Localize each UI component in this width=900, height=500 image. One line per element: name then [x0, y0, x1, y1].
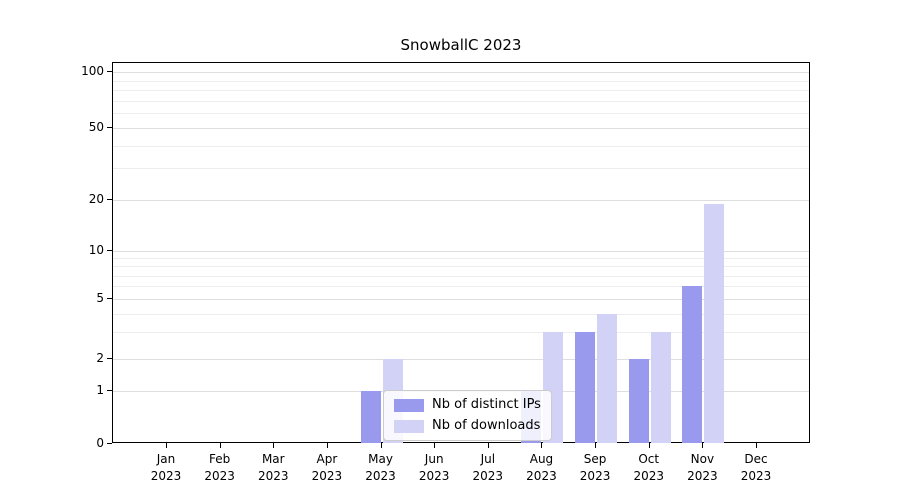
x-tick-mark — [648, 443, 650, 448]
chart-title: SnowballC 2023 — [400, 36, 522, 54]
gridline — [113, 359, 809, 360]
plot-area — [112, 62, 810, 443]
x-tick-mark — [702, 443, 704, 448]
gridline — [113, 332, 809, 334]
y-tick-mark — [107, 298, 112, 299]
gridline — [113, 258, 809, 260]
x-tick-mark — [595, 443, 597, 448]
legend-label-downloads: Nb of downloads — [432, 418, 541, 433]
y-tick-label: 2 — [96, 351, 104, 365]
gridline — [113, 313, 809, 315]
bar-downloads-nov — [704, 203, 725, 443]
gridline — [113, 80, 809, 82]
y-tick-mark — [107, 390, 112, 391]
x-tick-label: Jan 2023 — [150, 452, 182, 483]
gridline — [113, 168, 809, 170]
gridline — [113, 286, 809, 288]
legend-swatch-distinct-ips — [394, 398, 424, 412]
gridline — [113, 72, 809, 73]
gridline — [113, 90, 809, 92]
x-tick-label: Apr 2023 — [311, 452, 343, 483]
bar-distinct-ips-may — [360, 391, 381, 443]
bar-downloads-sep — [597, 313, 618, 443]
y-tick-label: 1 — [96, 383, 104, 397]
y-tick-label: 100 — [81, 64, 104, 78]
bar-downloads-oct — [650, 332, 671, 443]
x-tick-mark — [273, 443, 275, 448]
y-tick-mark — [107, 127, 112, 128]
x-tick-label: Nov 2023 — [687, 452, 718, 483]
x-tick-mark — [434, 443, 436, 448]
gridline — [113, 275, 809, 277]
x-tick-mark — [487, 443, 489, 448]
x-tick-label: Dec 2023 — [740, 452, 772, 483]
bar-distinct-ips-oct — [628, 359, 649, 443]
legend-swatch-downloads — [394, 419, 424, 433]
y-tick-label: 50 — [88, 120, 104, 134]
bar-distinct-ips-sep — [575, 332, 596, 443]
x-tick-mark — [756, 443, 757, 448]
gridline — [113, 113, 809, 115]
x-tick-label: Oct 2023 — [633, 452, 664, 483]
gridline — [113, 100, 809, 102]
legend-item-distinct-ips: Nb of distinct IPs — [394, 398, 541, 412]
bar-distinct-ips-nov — [682, 286, 703, 443]
y-tick-mark — [107, 199, 112, 200]
x-tick-mark — [380, 443, 382, 448]
x-tick-mark — [219, 443, 221, 448]
gridline — [113, 266, 809, 268]
x-tick-label: Jul 2023 — [472, 452, 504, 483]
y-tick-label: 10 — [88, 243, 104, 257]
x-tick-label: Aug 2023 — [526, 452, 557, 483]
x-tick-label: Mar 2023 — [257, 452, 289, 483]
y-tick-mark — [107, 443, 112, 444]
gridline — [113, 299, 809, 300]
y-tick-mark — [107, 250, 112, 251]
x-tick-mark — [541, 443, 543, 448]
gridline — [113, 128, 809, 129]
x-tick-label: Feb 2023 — [204, 452, 235, 483]
gridline — [113, 251, 809, 252]
legend-label-distinct-ips: Nb of distinct IPs — [432, 397, 541, 412]
y-tick-label: 5 — [96, 291, 104, 305]
y-tick-mark — [107, 71, 112, 72]
gridline — [113, 145, 809, 147]
x-tick-label: May 2023 — [365, 452, 396, 483]
legend: Nb of distinct IPs Nb of downloads — [383, 390, 552, 441]
y-tick-mark — [107, 358, 112, 359]
x-tick-mark — [326, 443, 328, 448]
x-tick-label: Sep 2023 — [579, 452, 611, 483]
y-tick-label: 0 — [96, 436, 104, 450]
y-tick-label: 20 — [88, 192, 104, 206]
legend-item-downloads: Nb of downloads — [394, 419, 541, 433]
gridline — [113, 200, 809, 201]
x-tick-label: Jun 2023 — [418, 452, 450, 483]
x-tick-mark — [166, 443, 167, 448]
